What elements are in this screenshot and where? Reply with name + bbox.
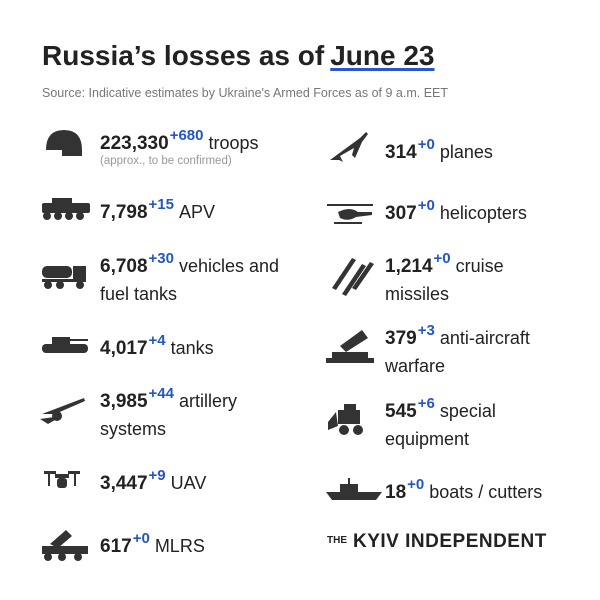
loss-label: special equipment bbox=[385, 401, 496, 449]
loss-change: +6 bbox=[417, 395, 435, 412]
loss-item: 379+3 anti-aircraft warfare bbox=[385, 322, 575, 380]
title-date: June 23 bbox=[330, 40, 435, 71]
loss-label: UAV bbox=[170, 473, 207, 493]
note: (approx., to be confirmed) bbox=[100, 155, 232, 167]
loss-item: 7,798+15 APV bbox=[100, 196, 300, 227]
loss-change: +0 bbox=[407, 476, 425, 493]
loss-item: 3,447+9 UAV bbox=[100, 467, 300, 498]
loss-value: 3,447 bbox=[100, 473, 148, 494]
loss-change: +4 bbox=[148, 332, 166, 349]
loss-label: MLRS bbox=[154, 536, 205, 556]
source: Source: Indicative estimates by Ukraine'… bbox=[42, 86, 449, 100]
title: Russia’s losses as of June 23 bbox=[42, 40, 435, 72]
loss-label: artillery systems bbox=[100, 391, 238, 439]
loss-value: 7,798 bbox=[100, 202, 148, 223]
loss-value: 545 bbox=[385, 401, 417, 422]
loss-label: tanks bbox=[170, 338, 214, 358]
loss-item: 3,985+44 artillery systems bbox=[100, 385, 285, 443]
loss-change: +0 bbox=[132, 530, 150, 547]
loss-item: 617+0 MLRS bbox=[100, 530, 300, 561]
loss-item: 6,708+30 vehicles and fuel tanks bbox=[100, 250, 280, 308]
loss-change: +0 bbox=[417, 197, 435, 214]
logo: THE KYIV INDEPENDENT bbox=[327, 531, 547, 553]
logo-prefix: THE bbox=[327, 535, 347, 546]
loss-item: 314+0 planes bbox=[385, 136, 585, 167]
loss-change: +15 bbox=[148, 196, 174, 213]
loss-value: 6,708 bbox=[100, 256, 148, 277]
loss-label: boats / cutters bbox=[429, 482, 543, 502]
loss-change: +0 bbox=[417, 136, 435, 153]
loss-label: helicopters bbox=[439, 203, 527, 223]
loss-change: +30 bbox=[148, 250, 174, 267]
loss-value: 307 bbox=[385, 203, 417, 224]
loss-value: 617 bbox=[100, 536, 132, 557]
loss-item: 223,330+680 troops bbox=[100, 127, 330, 158]
loss-value: 4,017 bbox=[100, 338, 148, 359]
loss-value: 3,985 bbox=[100, 391, 148, 412]
loss-label: cruise missiles bbox=[385, 256, 504, 304]
loss-label: planes bbox=[439, 142, 493, 162]
loss-item: 307+0 helicopters bbox=[385, 197, 585, 228]
loss-change: +0 bbox=[433, 250, 451, 267]
loss-value: 379 bbox=[385, 328, 417, 349]
loss-value: 223,330 bbox=[100, 133, 169, 154]
loss-item: 1,214+0 cruise missiles bbox=[385, 250, 535, 308]
loss-label: anti-aircraft warfare bbox=[385, 328, 530, 376]
loss-item: 4,017+4 tanks bbox=[100, 332, 300, 363]
title-text: Russia’s losses as of bbox=[42, 40, 325, 71]
loss-label: troops bbox=[208, 133, 259, 153]
loss-change: +680 bbox=[169, 127, 204, 144]
loss-value: 1,214 bbox=[385, 256, 433, 277]
loss-change: +44 bbox=[148, 385, 174, 402]
logo-name: KYIV INDEPENDENT bbox=[353, 531, 547, 552]
loss-label: APV bbox=[179, 202, 216, 222]
loss-item: 18+0 boats / cutters bbox=[385, 476, 600, 507]
loss-item: 545+6 special equipment bbox=[385, 395, 545, 453]
loss-value: 18 bbox=[385, 482, 407, 503]
loss-change: +3 bbox=[417, 322, 435, 339]
loss-label: vehicles and fuel tanks bbox=[100, 256, 280, 304]
loss-change: +9 bbox=[148, 467, 166, 484]
loss-value: 314 bbox=[385, 142, 417, 163]
